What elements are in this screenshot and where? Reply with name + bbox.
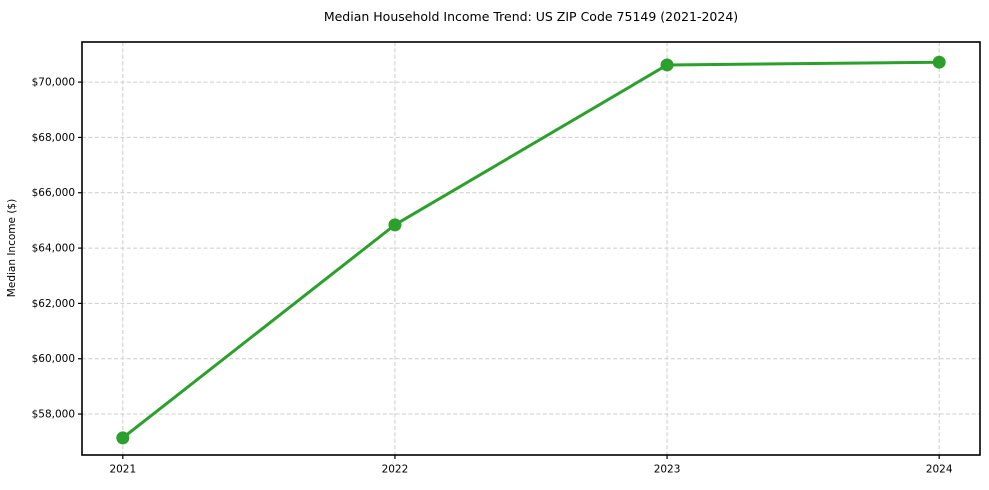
y-axis-label: Median Income ($) <box>6 199 18 297</box>
data-point-2023 <box>660 58 674 72</box>
data-points <box>116 55 946 445</box>
x-tick-label: 2022 <box>382 464 409 476</box>
y-tick-label: $60,000 <box>32 353 75 365</box>
grid-layer <box>82 42 980 455</box>
y-tick-label: $70,000 <box>32 77 75 89</box>
trend-line <box>121 60 941 440</box>
y-tick-label: $62,000 <box>32 298 75 310</box>
plot-border <box>81 41 981 456</box>
y-tick-label: $66,000 <box>32 187 75 199</box>
x-tick-label: 2021 <box>109 464 136 476</box>
y-tick-label: $68,000 <box>32 132 75 144</box>
x-axis: 2021 2022 2023 2024 <box>109 455 953 476</box>
y-axis: $58,000 $60,000 $62,000 $64,000 $66,000 $68,0… <box>32 77 82 421</box>
chart-title: Median Household Income Trend: US ZIP Co… <box>324 9 738 24</box>
x-tick-label: 2023 <box>654 464 681 476</box>
data-point-2022 <box>388 218 402 232</box>
y-tick-label: $64,000 <box>32 243 75 255</box>
y-tick-label: $58,000 <box>32 409 75 421</box>
data-point-2021 <box>116 431 130 445</box>
data-point-2024 <box>932 55 946 69</box>
x-tick-label: 2024 <box>926 464 953 476</box>
